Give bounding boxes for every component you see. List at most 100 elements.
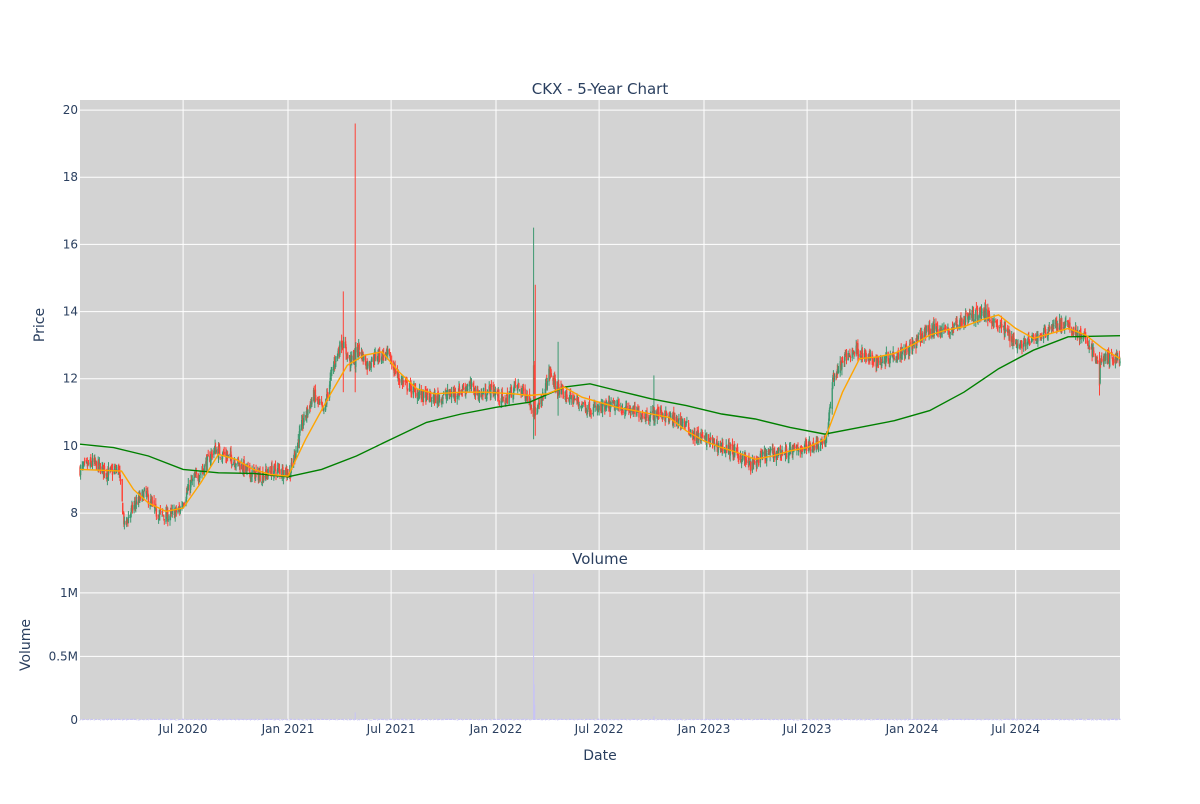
candle-body bbox=[698, 438, 700, 440]
volume-bar bbox=[572, 718, 574, 720]
volume-bar bbox=[912, 719, 914, 721]
volume-bar bbox=[533, 573, 535, 720]
candle-body bbox=[829, 407, 832, 409]
candle-body bbox=[142, 491, 144, 494]
candle-body bbox=[79, 466, 82, 476]
volume-bar bbox=[594, 719, 596, 721]
volume-bar bbox=[1020, 718, 1022, 720]
candle-body bbox=[254, 472, 257, 481]
candle-body bbox=[167, 519, 169, 521]
volume-bar bbox=[233, 718, 235, 720]
volume-bar bbox=[570, 719, 572, 720]
volume-bar bbox=[358, 719, 360, 720]
x-tick-label: Jul 2024 bbox=[990, 722, 1040, 736]
volume-bar bbox=[971, 719, 973, 720]
candle-body bbox=[477, 392, 479, 400]
candle-body bbox=[327, 392, 329, 397]
volume-bar bbox=[221, 719, 223, 720]
volume-bar bbox=[379, 718, 381, 720]
volume-bar bbox=[437, 718, 439, 720]
candle-body bbox=[1053, 324, 1055, 327]
volume-bar bbox=[249, 720, 251, 721]
volume-bar bbox=[869, 718, 871, 720]
volume-bar bbox=[1039, 719, 1041, 720]
volume-bar bbox=[853, 718, 855, 720]
candle-body bbox=[321, 402, 323, 407]
volume-bar bbox=[896, 720, 898, 721]
candle-body bbox=[912, 341, 914, 345]
candle-body bbox=[581, 405, 584, 407]
candle-body bbox=[493, 389, 495, 395]
volume-bar bbox=[351, 719, 353, 720]
volume-bar bbox=[640, 719, 642, 721]
candle-body bbox=[137, 501, 139, 505]
volume-bar bbox=[668, 719, 670, 720]
volume-bar bbox=[1103, 719, 1104, 720]
volume-bar bbox=[916, 719, 918, 720]
volume-bar bbox=[275, 718, 277, 720]
volume-bar bbox=[850, 719, 851, 721]
candle-body bbox=[644, 418, 646, 420]
volume-bar bbox=[838, 718, 839, 720]
candle-body bbox=[458, 386, 461, 395]
candle-body bbox=[422, 397, 424, 400]
candle-body bbox=[636, 410, 638, 416]
candle-body bbox=[189, 481, 192, 490]
volume-bar bbox=[229, 718, 231, 720]
candle-body bbox=[513, 388, 515, 396]
volume-bar bbox=[494, 718, 496, 720]
volume-bar bbox=[1015, 719, 1017, 721]
candle-body bbox=[929, 329, 931, 337]
candle-body bbox=[1032, 335, 1035, 336]
candle-body bbox=[893, 352, 895, 356]
volume-bar bbox=[139, 719, 141, 720]
candle-body bbox=[466, 388, 469, 390]
candle-body bbox=[307, 409, 309, 416]
volume-bar bbox=[769, 719, 770, 720]
volume-panel-title: Volume bbox=[572, 550, 628, 568]
volume-bar bbox=[657, 718, 659, 720]
volume-bar bbox=[468, 719, 470, 721]
volume-bar bbox=[481, 719, 483, 720]
volume-bar bbox=[165, 719, 167, 720]
candle-body bbox=[618, 404, 620, 407]
volume-bar bbox=[444, 718, 446, 720]
volume-bar bbox=[530, 719, 532, 721]
volume-bar bbox=[338, 718, 340, 720]
candle-body bbox=[263, 476, 265, 478]
candle-body bbox=[896, 352, 898, 362]
volume-bar bbox=[608, 719, 610, 720]
candle-body bbox=[664, 416, 666, 421]
volume-bar bbox=[534, 718, 536, 720]
candle-body bbox=[347, 354, 349, 358]
candle-body bbox=[770, 449, 772, 450]
candle-body bbox=[723, 448, 726, 452]
volume-bar bbox=[620, 718, 622, 720]
candle-body bbox=[1013, 337, 1015, 343]
volume-bar bbox=[82, 718, 84, 720]
volume-bar bbox=[317, 719, 319, 720]
candle-body bbox=[498, 389, 500, 401]
volume-bar bbox=[680, 718, 682, 720]
volume-bar bbox=[649, 718, 651, 720]
volume-bar bbox=[881, 719, 883, 720]
volume-bar bbox=[306, 720, 308, 721]
candle-body bbox=[107, 468, 110, 476]
candle-body bbox=[336, 353, 339, 359]
volume-bar bbox=[676, 719, 678, 721]
volume-bar bbox=[456, 720, 458, 721]
candle-body bbox=[399, 381, 401, 383]
candle-body bbox=[601, 403, 604, 413]
volume-bar bbox=[927, 719, 929, 720]
candle-body bbox=[332, 365, 335, 371]
volume-bar bbox=[283, 719, 285, 720]
x-tick-label: Jul 2021 bbox=[366, 722, 416, 736]
volume-bar bbox=[670, 719, 672, 720]
volume-bar bbox=[518, 719, 520, 720]
volume-bar bbox=[985, 718, 987, 720]
volume-bar bbox=[462, 719, 464, 721]
volume-bar bbox=[101, 719, 103, 721]
volume-bar bbox=[398, 719, 400, 720]
candle-body bbox=[1028, 335, 1030, 341]
candle-body bbox=[385, 352, 387, 357]
